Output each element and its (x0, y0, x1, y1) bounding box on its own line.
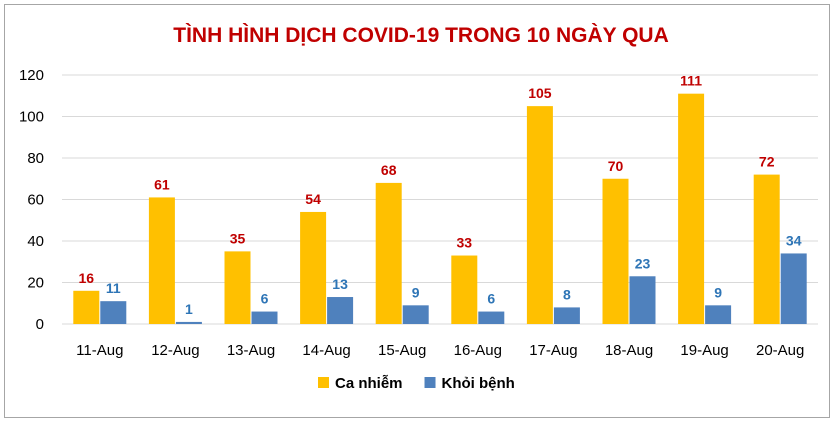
bar (251, 311, 278, 324)
bar (753, 174, 780, 324)
data-label: 33 (457, 235, 473, 251)
bar (451, 255, 478, 324)
bar (478, 311, 505, 324)
bar (327, 297, 354, 324)
data-label: 68 (381, 162, 397, 178)
legend-label: Ca nhiễm (335, 375, 403, 392)
bar (100, 301, 127, 324)
x-tick-label: 15-Aug (378, 342, 426, 359)
bar (300, 211, 327, 324)
legend-swatch (318, 377, 329, 388)
bar (780, 253, 807, 324)
x-tick-label: 11-Aug (76, 342, 123, 359)
x-axis: 11-Aug 12-Aug 13-Aug 14-Aug 15-Aug 16-Aug 17-A… (76, 342, 804, 359)
bar (224, 251, 251, 324)
x-tick-label: 20-Aug (756, 342, 804, 359)
data-label: 11 (106, 280, 121, 296)
data-label: 1 (185, 301, 193, 317)
y-tick-label: 20 (27, 275, 44, 292)
bar (553, 307, 580, 324)
x-tick-label: 18-Aug (605, 342, 653, 359)
y-tick-label: 0 (36, 316, 44, 333)
data-label: 54 (305, 191, 321, 207)
x-tick-label: 12-Aug (151, 342, 199, 359)
data-label: 72 (759, 154, 775, 170)
bar (629, 276, 656, 324)
bar (705, 305, 732, 324)
chart-title: TÌNH HÌNH DỊCH COVID-19 TRONG 10 NGÀY QU… (173, 24, 669, 47)
x-tick-label: 17-Aug (529, 342, 577, 359)
bar (375, 182, 402, 324)
data-label: 111 (680, 73, 702, 89)
data-label: 13 (332, 276, 348, 292)
bar (402, 305, 429, 324)
bar (526, 106, 553, 324)
bar (73, 290, 100, 324)
y-tick-label: 60 (27, 192, 44, 209)
data-label: 6 (487, 291, 495, 307)
data-label: 8 (563, 286, 571, 302)
data-label: 61 (154, 176, 170, 192)
legend-label: Khỏi bệnh (442, 375, 515, 392)
data-label: 16 (79, 270, 95, 286)
data-label: 35 (230, 230, 246, 246)
data-label: 34 (786, 232, 802, 248)
x-tick-label: 16-Aug (454, 342, 502, 359)
bar (175, 321, 202, 324)
bar (148, 197, 175, 324)
y-tick-label: 100 (19, 109, 44, 126)
y-tick-label: 80 (27, 150, 44, 167)
data-label: 23 (635, 255, 651, 271)
y-tick-label: 120 (19, 67, 44, 84)
data-label: 70 (608, 158, 624, 174)
bar (678, 93, 705, 324)
gridlines (62, 74, 818, 325)
x-tick-label: 14-Aug (302, 342, 350, 359)
data-label: 105 (528, 85, 552, 101)
y-axis: 0 20 40 60 80 100 120 (19, 67, 44, 333)
data-label: 6 (261, 291, 269, 307)
x-tick-label: 13-Aug (227, 342, 275, 359)
bar (602, 178, 629, 324)
legend: Ca nhiễm Khỏi bệnh (318, 375, 515, 392)
data-label: 9 (714, 284, 722, 300)
legend-swatch (424, 377, 436, 388)
y-tick-label: 40 (27, 233, 44, 250)
data-label: 9 (412, 284, 420, 300)
x-tick-label: 19-Aug (680, 342, 728, 359)
